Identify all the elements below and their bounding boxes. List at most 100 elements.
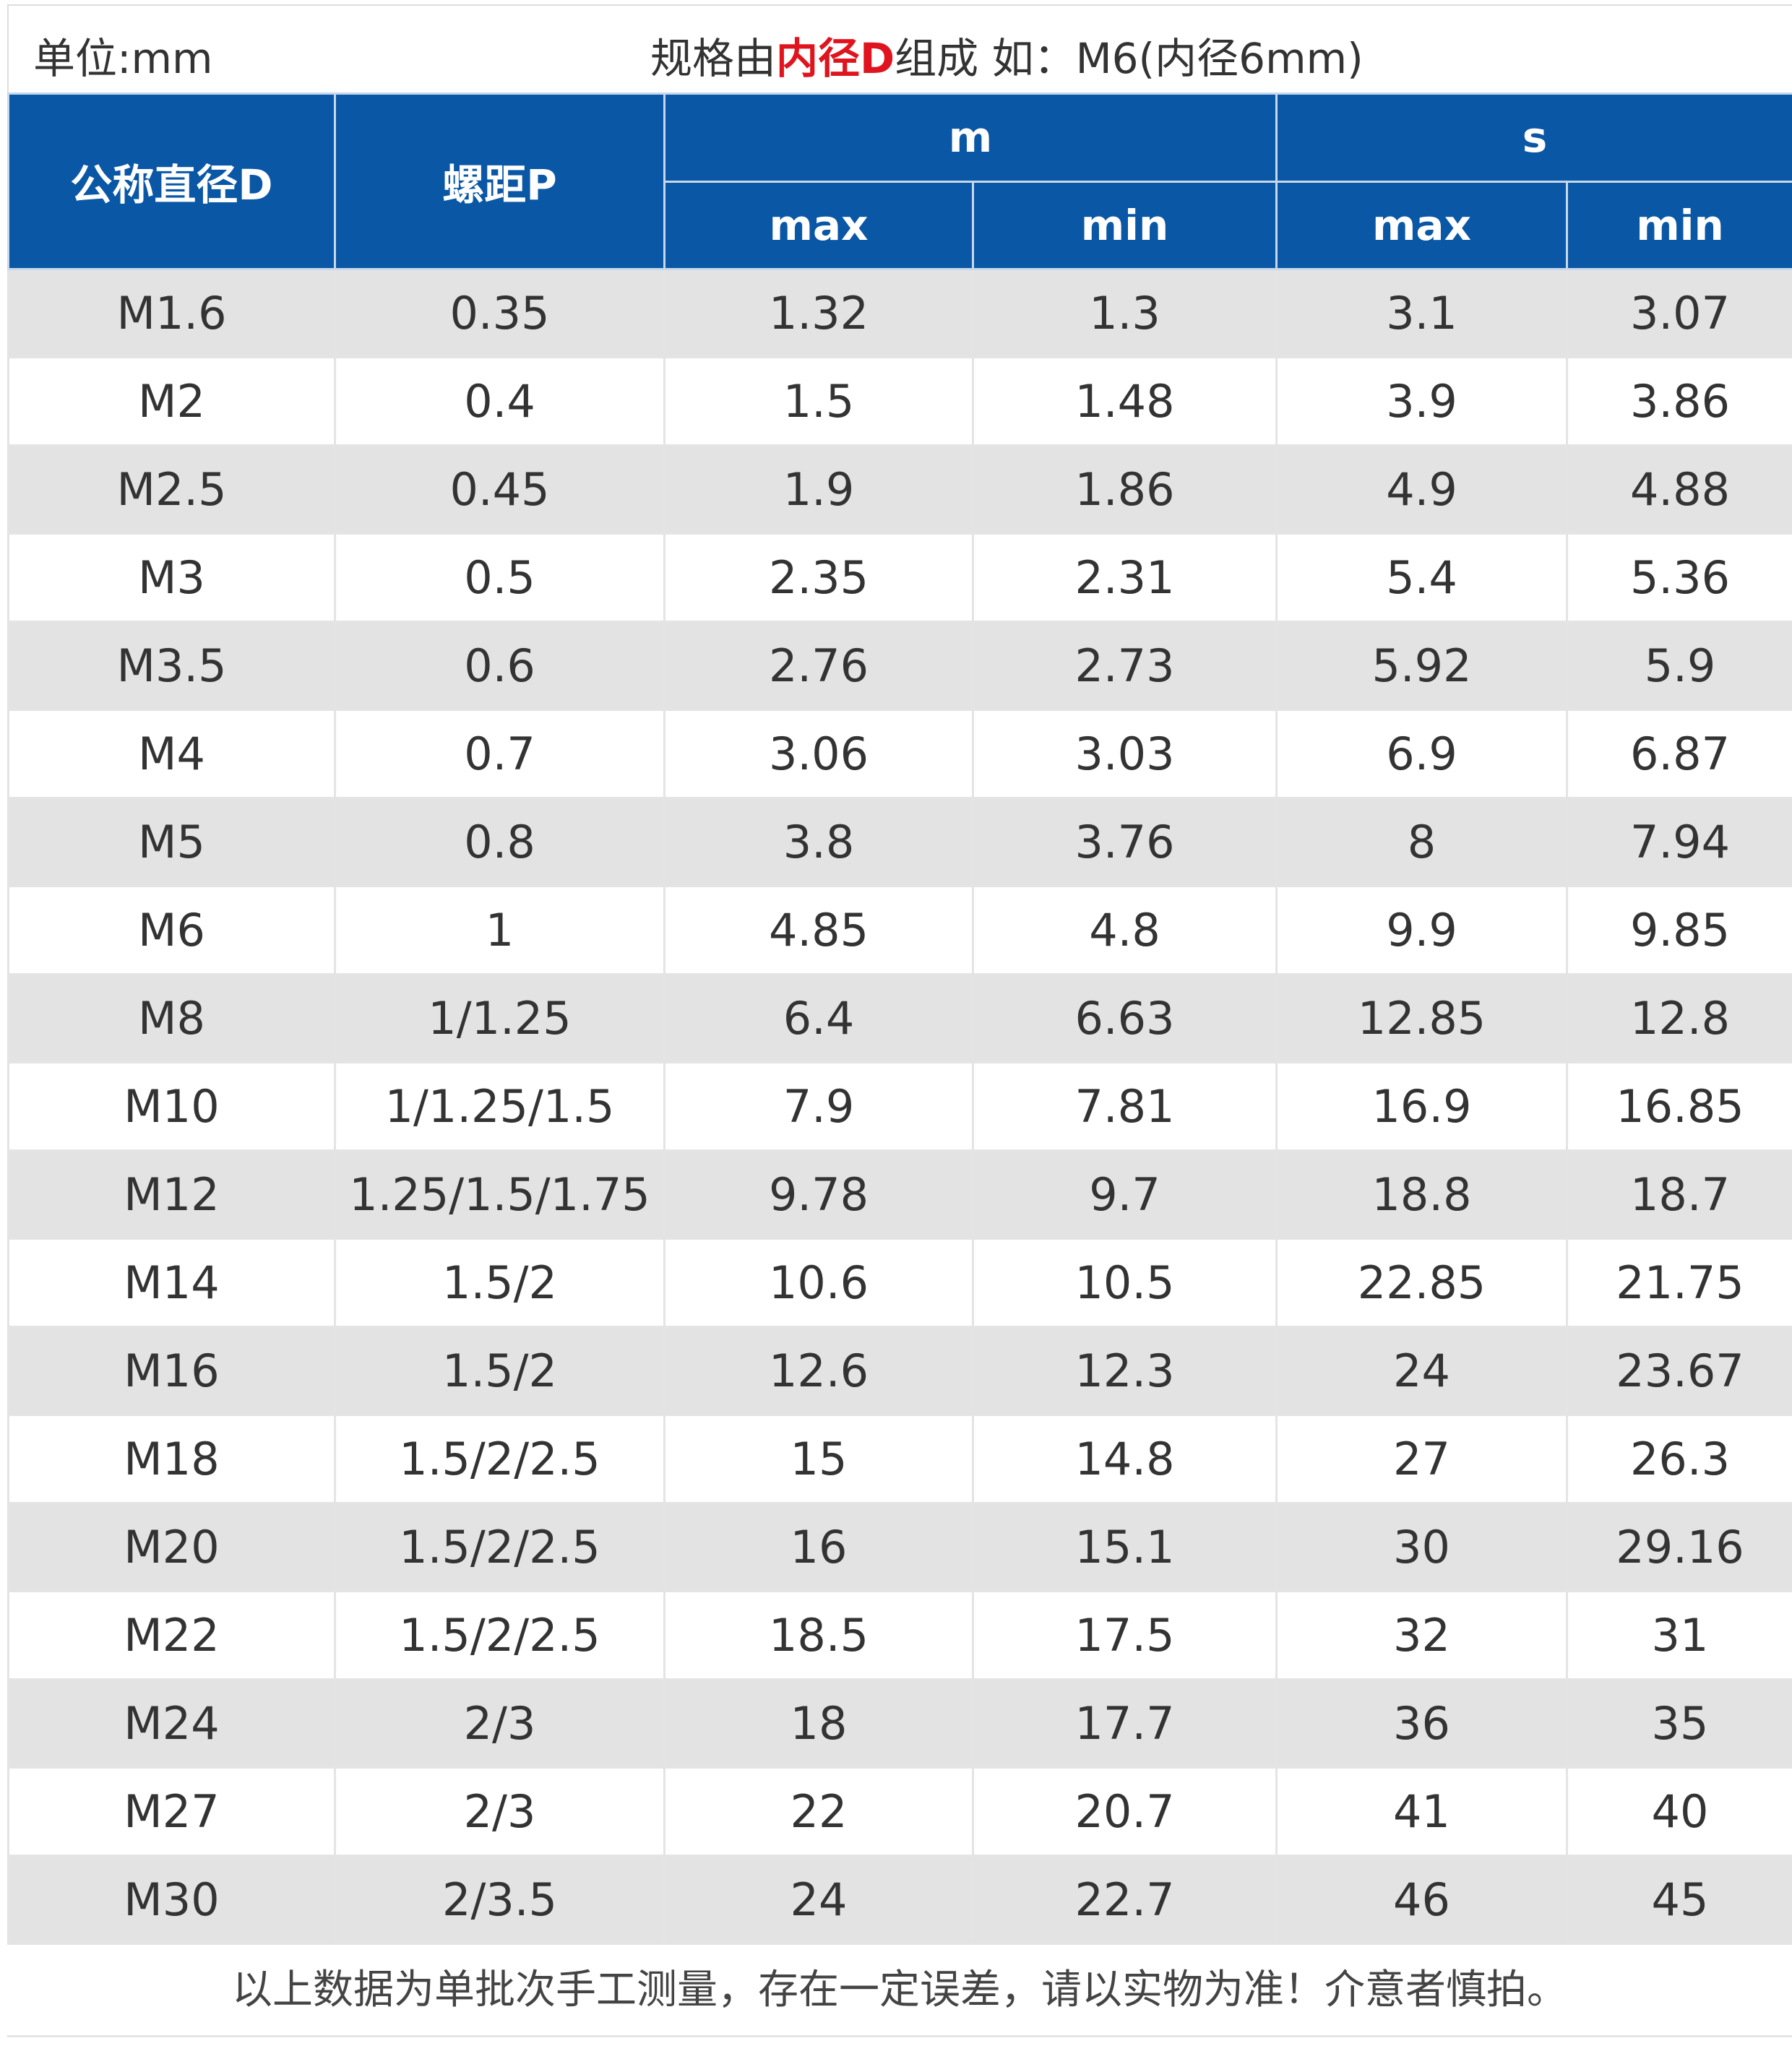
table-row: M27 2/3 22 20.7 41 40 bbox=[7, 1766, 1792, 1857]
spec-note-prefix: 规格由 bbox=[650, 34, 777, 83]
m-max-cell: 24 bbox=[663, 1855, 974, 1945]
s-min-cell: 26.3 bbox=[1566, 1414, 1792, 1504]
footer-note: 以上数据为单批次手工测量，存在一定误差，请以实物为准！介意者慎拍。 bbox=[7, 1943, 1792, 2037]
table-row: M5 0.8 3.8 3.76 8 7.94 bbox=[7, 797, 1792, 887]
nut-dimension-table: 公称直径D 螺距P m s max min max min M1.6 0.35 1.… bbox=[7, 92, 1792, 1945]
m-min-cell: 9.7 bbox=[972, 1149, 1278, 1240]
m-max-cell: 3.06 bbox=[663, 709, 974, 799]
m-min-cell: 1.86 bbox=[972, 444, 1278, 535]
s-max-cell: 32 bbox=[1275, 1590, 1568, 1680]
s-min-cell: 31 bbox=[1566, 1590, 1792, 1680]
table-row: M22 1.5/2/2.5 18.5 17.5 32 31 bbox=[7, 1590, 1792, 1680]
m-min-cell: 1.48 bbox=[972, 356, 1278, 446]
pitch-cell: 0.4 bbox=[334, 356, 665, 446]
m-min-cell: 12.3 bbox=[972, 1326, 1278, 1416]
col-header-m: m bbox=[663, 92, 1278, 183]
header-row-1: 公称直径D 螺距P m s bbox=[7, 92, 1792, 270]
m-max-cell: 2.35 bbox=[663, 532, 974, 623]
col-header-s-max: max bbox=[1275, 180, 1568, 270]
s-min-cell: 12.8 bbox=[1566, 973, 1792, 1063]
m-max-cell: 7.9 bbox=[663, 1061, 974, 1152]
diameter-cell: M6 bbox=[7, 885, 336, 975]
s-max-cell: 16.9 bbox=[1275, 1061, 1568, 1152]
s-max-cell: 12.85 bbox=[1275, 973, 1568, 1063]
table-row: M3.5 0.6 2.76 2.73 5.92 5.9 bbox=[7, 621, 1792, 711]
pitch-cell: 0.8 bbox=[334, 797, 665, 887]
pitch-cell: 2/3 bbox=[334, 1678, 665, 1769]
spec-note: 规格由内径D组成 如：M6(内径6mm) bbox=[650, 25, 1364, 85]
table-row: M24 2/3 18 17.7 36 35 bbox=[7, 1678, 1792, 1769]
s-min-cell: 18.7 bbox=[1566, 1149, 1792, 1240]
table-row: M20 1.5/2/2.5 16 15.1 30 29.16 bbox=[7, 1502, 1792, 1592]
diameter-cell: M20 bbox=[7, 1502, 336, 1592]
pitch-cell: 1/1.25/1.5 bbox=[334, 1061, 665, 1152]
pitch-cell: 2/3 bbox=[334, 1766, 665, 1857]
table-row: M2.5 0.45 1.9 1.86 4.9 4.88 bbox=[7, 444, 1792, 535]
s-max-cell: 36 bbox=[1275, 1678, 1568, 1769]
m-max-cell: 3.8 bbox=[663, 797, 974, 887]
diameter-cell: M10 bbox=[7, 1061, 336, 1152]
diameter-cell: M30 bbox=[7, 1855, 336, 1945]
s-min-cell: 9.85 bbox=[1566, 885, 1792, 975]
pitch-cell: 1.5/2 bbox=[334, 1326, 665, 1416]
diameter-cell: M12 bbox=[7, 1149, 336, 1240]
s-max-cell: 27 bbox=[1275, 1414, 1568, 1504]
pitch-cell: 1.25/1.5/1.75 bbox=[334, 1149, 665, 1240]
m-max-cell: 6.4 bbox=[663, 973, 974, 1063]
diameter-cell: M27 bbox=[7, 1766, 336, 1857]
s-max-cell: 3.1 bbox=[1275, 268, 1568, 358]
m-max-cell: 10.6 bbox=[663, 1238, 974, 1328]
s-max-cell: 22.85 bbox=[1275, 1238, 1568, 1328]
s-min-cell: 45 bbox=[1566, 1855, 1792, 1945]
s-min-cell: 16.85 bbox=[1566, 1061, 1792, 1152]
m-min-cell: 2.73 bbox=[972, 621, 1278, 711]
pitch-cell: 1.5/2/2.5 bbox=[334, 1414, 665, 1504]
pitch-cell: 1.5/2/2.5 bbox=[334, 1590, 665, 1680]
s-max-cell: 5.92 bbox=[1275, 621, 1568, 711]
m-min-cell: 3.03 bbox=[972, 709, 1278, 799]
m-max-cell: 18.5 bbox=[663, 1590, 974, 1680]
pitch-cell: 1.5/2/2.5 bbox=[334, 1502, 665, 1592]
table-row: M14 1.5/2 10.6 10.5 22.85 21.75 bbox=[7, 1238, 1792, 1328]
table-row: M3 0.5 2.35 2.31 5.4 5.36 bbox=[7, 532, 1792, 623]
m-max-cell: 16 bbox=[663, 1502, 974, 1592]
m-min-cell: 20.7 bbox=[972, 1766, 1278, 1857]
table-row: M30 2/3.5 24 22.7 46 45 bbox=[7, 1855, 1792, 1945]
diameter-cell: M14 bbox=[7, 1238, 336, 1328]
m-max-cell: 9.78 bbox=[663, 1149, 974, 1240]
s-max-cell: 24 bbox=[1275, 1326, 1568, 1416]
pitch-cell: 1 bbox=[334, 885, 665, 975]
s-min-cell: 4.88 bbox=[1566, 444, 1792, 535]
table-row: M2 0.4 1.5 1.48 3.9 3.86 bbox=[7, 356, 1792, 446]
s-min-cell: 23.67 bbox=[1566, 1326, 1792, 1416]
pitch-cell: 0.6 bbox=[334, 621, 665, 711]
table-row: M18 1.5/2/2.5 15 14.8 27 26.3 bbox=[7, 1414, 1792, 1504]
m-max-cell: 1.9 bbox=[663, 444, 974, 535]
spec-note-highlight: 内径D bbox=[776, 34, 895, 83]
col-header-diameter: 公称直径D bbox=[7, 92, 336, 270]
spec-note-suffix: 组成 如：M6(内径6mm) bbox=[895, 34, 1364, 83]
diameter-cell: M1.6 bbox=[7, 268, 336, 358]
col-header-s: s bbox=[1275, 92, 1792, 183]
table-row: M16 1.5/2 12.6 12.3 24 23.67 bbox=[7, 1326, 1792, 1416]
m-max-cell: 18 bbox=[663, 1678, 974, 1769]
col-header-m-min: min bbox=[972, 180, 1278, 270]
diameter-cell: M22 bbox=[7, 1590, 336, 1680]
m-max-cell: 15 bbox=[663, 1414, 974, 1504]
pitch-cell: 0.7 bbox=[334, 709, 665, 799]
s-min-cell: 40 bbox=[1566, 1766, 1792, 1857]
s-max-cell: 6.9 bbox=[1275, 709, 1568, 799]
diameter-cell: M18 bbox=[7, 1414, 336, 1504]
m-min-cell: 6.63 bbox=[972, 973, 1278, 1063]
s-max-cell: 5.4 bbox=[1275, 532, 1568, 623]
s-max-cell: 4.9 bbox=[1275, 444, 1568, 535]
m-min-cell: 3.76 bbox=[972, 797, 1278, 887]
m-max-cell: 4.85 bbox=[663, 885, 974, 975]
s-min-cell: 7.94 bbox=[1566, 797, 1792, 887]
s-min-cell: 35 bbox=[1566, 1678, 1792, 1769]
pitch-cell: 1/1.25 bbox=[334, 973, 665, 1063]
s-max-cell: 9.9 bbox=[1275, 885, 1568, 975]
col-header-m-max: max bbox=[663, 180, 974, 270]
m-max-cell: 12.6 bbox=[663, 1326, 974, 1416]
